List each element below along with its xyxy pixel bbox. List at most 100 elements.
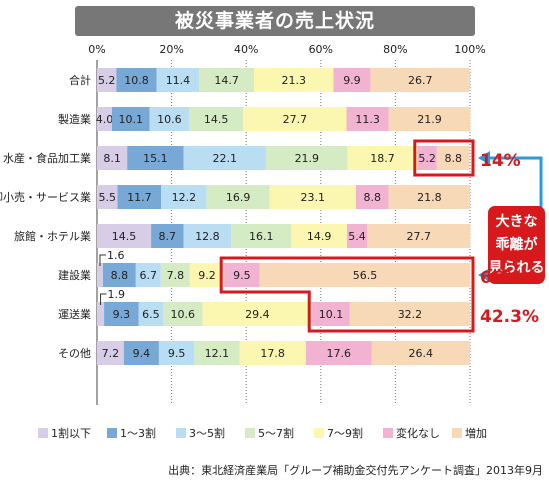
data-label: 7.8 (167, 269, 185, 282)
data-label: 26.7 (408, 74, 433, 87)
data-label: 8.7 (159, 230, 177, 243)
data-label: 1.9 (108, 288, 126, 301)
bar-segment (97, 302, 105, 326)
data-label: 9.9 (343, 74, 361, 87)
bar-segment (265, 146, 348, 170)
legend-swatch (314, 428, 324, 438)
data-label: 27.7 (406, 230, 431, 243)
data-label: 18.7 (370, 152, 395, 165)
bar-segment (97, 341, 124, 365)
bar-segment (163, 302, 203, 326)
pct-transport: 42.3% (480, 307, 539, 327)
callout-text: 大きな (496, 213, 538, 230)
bar-segment (160, 263, 190, 287)
bar-segment (102, 263, 136, 287)
legend-swatch (452, 428, 462, 438)
data-label: 26.4 (409, 347, 434, 360)
callout-text: 見られる (488, 260, 545, 276)
bar-segment (371, 341, 470, 365)
bar-segment (231, 224, 292, 248)
bar-segment (117, 185, 162, 209)
bar-segment (116, 68, 157, 92)
data-label: 9.2 (198, 269, 216, 282)
data-label: 14.5 (112, 230, 137, 243)
legend-label: 1割以下 (51, 426, 91, 440)
bar-segment (104, 302, 139, 326)
data-label: 11.7 (127, 191, 152, 204)
data-label: 21.3 (282, 74, 307, 87)
bar-segment (199, 68, 255, 92)
bar-segment (312, 302, 350, 326)
data-label: 10.1 (119, 113, 144, 126)
data-label: 17.8 (260, 347, 285, 360)
data-label: 12.1 (205, 347, 230, 360)
category-label: 合計 (69, 73, 91, 87)
data-label: 9.3 (113, 308, 131, 321)
data-label: 8.8 (111, 269, 129, 282)
bar-segment (239, 341, 306, 365)
data-label: 5.2 (98, 74, 116, 87)
data-label-leader (99, 254, 106, 266)
data-label-leader (100, 293, 107, 305)
bar-segment (149, 107, 190, 131)
arrow-down-head (478, 268, 490, 282)
bar-segment (206, 185, 270, 209)
data-label: 6.7 (140, 269, 158, 282)
data-label: 5.5 (99, 191, 117, 204)
bar-segment (259, 263, 471, 287)
data-label: 21.9 (295, 152, 320, 165)
x-tick-label: 100% (454, 43, 485, 56)
data-label: 1.6 (107, 249, 125, 262)
x-tick-label: 80% (383, 43, 407, 56)
data-label: 9.5 (233, 269, 251, 282)
bar-segment (189, 263, 225, 287)
bar-segment (349, 302, 470, 326)
bar-segment (183, 146, 266, 170)
data-label: 14.9 (307, 230, 332, 243)
callout-text: 乖離が (496, 236, 539, 253)
data-label: 8.8 (444, 152, 462, 165)
bar-segment (97, 224, 152, 248)
legend-swatch (38, 428, 48, 438)
pct-food: 14% (480, 151, 521, 171)
pct-construction: 66% (480, 268, 521, 288)
bar-segment (347, 146, 418, 170)
bar-segment (388, 185, 470, 209)
highlight-food (413, 139, 475, 177)
bar-segment (417, 146, 437, 170)
legend-swatch (383, 428, 393, 438)
bar-segment (202, 302, 313, 326)
data-label: 7.2 (102, 347, 120, 360)
data-label: 29.4 (245, 308, 270, 321)
data-label: 12.8 (195, 230, 220, 243)
category-label: 水産・食品加工業 (3, 151, 91, 165)
bar-segment (370, 68, 470, 92)
data-label: 22.1 (213, 152, 238, 165)
data-label: 10.6 (171, 308, 196, 321)
bar-segment (305, 341, 372, 365)
data-label: 16.9 (226, 191, 251, 204)
data-label: 16.1 (249, 230, 274, 243)
legend-swatch (176, 428, 186, 438)
highlight-construction-transport (219, 256, 475, 333)
data-label: 12.2 (172, 191, 197, 204)
bar-segment (123, 341, 159, 365)
data-label: 4.0 (96, 113, 114, 126)
title-banner (75, 6, 475, 36)
legend-label: 3～5割 (189, 426, 225, 440)
bar-segment (291, 224, 347, 248)
data-label: 9.5 (168, 347, 186, 360)
category-label: 運送業 (58, 307, 91, 321)
data-label: 15.1 (143, 152, 168, 165)
bar-segment (333, 68, 371, 92)
data-label: 9.4 (133, 347, 151, 360)
category-label: その他 (58, 347, 91, 360)
bar-segment (269, 185, 356, 209)
bar-segment (355, 185, 389, 209)
bar-segment (97, 146, 128, 170)
data-label: 10.1 (319, 308, 344, 321)
bar-segment (388, 107, 471, 131)
legend-label: 7～9割 (327, 426, 363, 440)
data-label: 23.1 (301, 191, 326, 204)
